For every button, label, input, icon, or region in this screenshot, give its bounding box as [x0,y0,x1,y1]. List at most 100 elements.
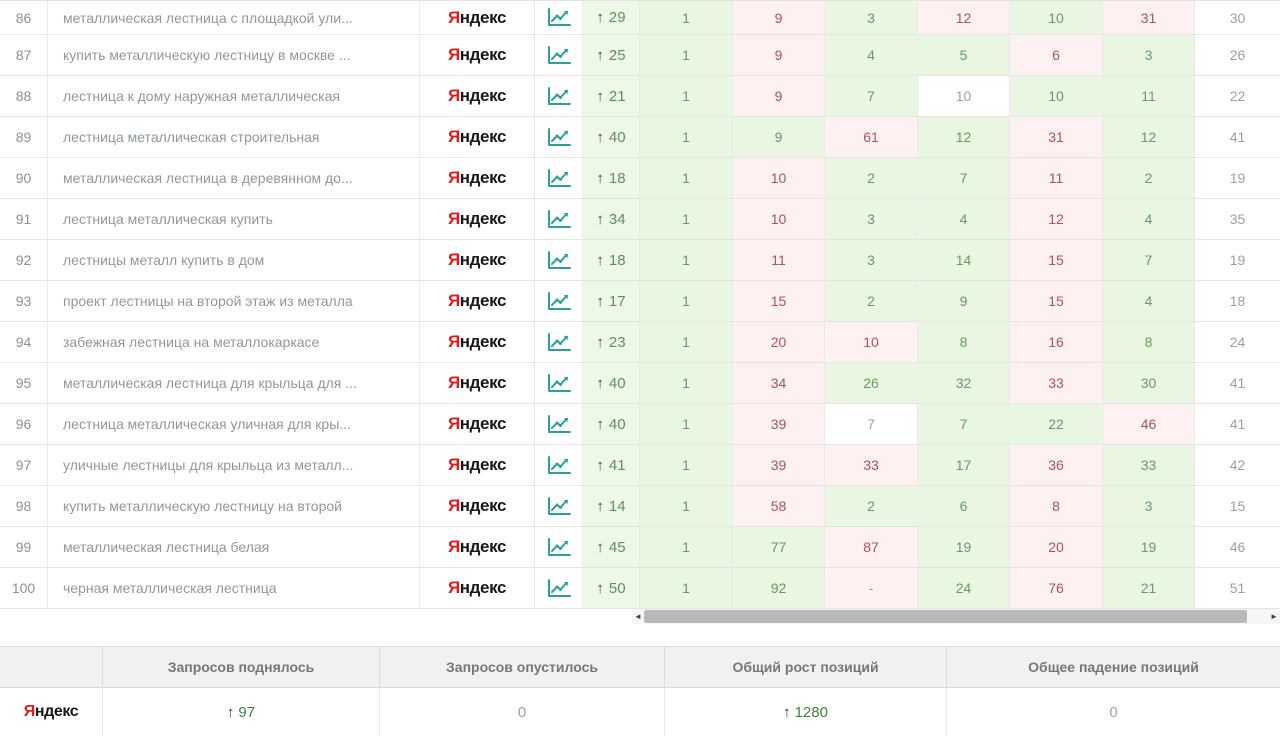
chart-line-icon[interactable] [546,209,572,230]
yandex-logo-rest: ндекс [34,703,79,720]
table-row: 94 забежная лестница на металлокаркасе Янд… [0,322,1280,363]
horizontal-scrollbar[interactable]: ◄ ► [632,609,1280,624]
chart-line-icon[interactable] [546,7,572,28]
position-cell: 2 [825,281,918,321]
position-cell: 1 [640,199,733,239]
position-cell: 19 [1103,527,1195,567]
change-value: 40 [608,374,626,392]
keyword-cell[interactable]: уличные лестницы для крыльца из металл..… [48,445,420,485]
keyword-cell[interactable]: металлическая лестница для крыльца для .… [48,363,420,403]
position-cell: 9 [733,35,825,75]
chart-cell [535,486,583,526]
summary-header-dropped: Запросов опустилось [380,647,665,687]
yandex-logo: Яндекс [448,209,506,229]
position-cell: 1 [640,1,733,34]
position-change-cell: ↑ 40 [583,404,640,444]
chart-line-icon[interactable] [546,332,572,353]
position-change-cell: ↑ 14 [583,486,640,526]
position-cell: - [825,568,918,608]
chart-line-icon[interactable] [546,414,572,435]
position-cell: 10 [733,199,825,239]
yandex-logo-rest: ндекс [459,45,507,64]
change-value: 50 [608,579,626,597]
keyword-cell[interactable]: купить металлическую лестницу на второй [48,486,420,526]
table-row: 86 металлическая лестница с площадкой ули… [0,1,1280,35]
position-cell: 9 [733,1,825,34]
yandex-logo: Яндекс [448,250,506,270]
keyword-cell[interactable]: металлическая лестница с площадкой ули..… [48,1,420,34]
yandex-logo-first-letter: Я [447,127,460,146]
yandex-logo-rest: ндекс [459,578,507,597]
yandex-logo-rest: ндекс [459,414,507,433]
yandex-logo-first-letter: Я [447,86,460,105]
position-cell-last: 42 [1195,445,1280,485]
up-arrow-icon: ↑ [596,251,604,269]
position-cell: 5 [918,35,1010,75]
chart-line-icon[interactable] [546,250,572,271]
keyword-cell[interactable]: лестница металлическая уличная для кры..… [48,404,420,444]
chart-line-icon[interactable] [546,455,572,476]
position-cell: 26 [825,363,918,403]
change-value: 40 [608,128,626,146]
keyword-cell[interactable]: лестница металлическая строительная [48,117,420,157]
position-cell-last: 41 [1195,404,1280,444]
chart-cell [535,404,583,444]
position-change-cell: ↑ 50 [583,568,640,608]
up-arrow-icon: ↑ [596,456,604,474]
position-cell: 7 [1103,240,1195,280]
chart-line-icon[interactable] [546,168,572,189]
position-cell: 3 [825,199,918,239]
engine-cell: Яндекс [420,35,535,75]
table-row: 91 лестница металлическая купить Яндекс ↑ 34… [0,199,1280,240]
position-change-cell: ↑ 18 [583,158,640,198]
position-cell: 22 [1010,404,1103,444]
keyword-cell[interactable]: металлическая лестница белая [48,527,420,567]
keyword-cell[interactable]: металлическая лестница в деревянном до..… [48,158,420,198]
chart-line-icon[interactable] [546,373,572,394]
chart-line-icon[interactable] [546,537,572,558]
chart-line-icon[interactable] [546,86,572,107]
position-cell: 7 [825,404,918,444]
position-cell: 3 [1103,486,1195,526]
keyword-cell[interactable]: черная металлическая лестница [48,568,420,608]
yandex-logo-first-letter: Я [447,455,460,474]
yandex-logo-first-letter: Я [447,291,460,310]
position-change-cell: ↑ 45 [583,527,640,567]
chart-line-icon[interactable] [546,127,572,148]
keyword-cell[interactable]: проект лестницы на второй этаж из металл… [48,281,420,321]
scroll-right-icon[interactable]: ► [1270,612,1278,621]
row-number: 87 [0,35,48,75]
position-cell: 36 [1010,445,1103,485]
keyword-cell[interactable]: лестницы металл купить в дом [48,240,420,280]
position-cell: 2 [1103,158,1195,198]
chart-cell [535,117,583,157]
row-number: 97 [0,445,48,485]
yandex-logo: Яндекс [448,168,506,188]
position-cell: 87 [825,527,918,567]
position-cell-last: 35 [1195,199,1280,239]
position-change-cell: ↑ 40 [583,117,640,157]
row-number: 91 [0,199,48,239]
scroll-left-icon[interactable]: ◄ [634,612,642,621]
keyword-cell[interactable]: лестница к дому наружная металлическая [48,76,420,116]
chart-line-icon[interactable] [546,578,572,599]
position-change-cell: ↑ 17 [583,281,640,321]
summary-header-raised: Запросов поднялось [103,647,380,687]
position-cell-last: 51 [1195,568,1280,608]
summary-raised-value: ↑ 97 [103,688,380,736]
position-change-cell: ↑ 40 [583,363,640,403]
row-number: 95 [0,363,48,403]
position-cell: 17 [918,445,1010,485]
chart-line-icon[interactable] [546,291,572,312]
change-value: 14 [608,497,626,515]
chart-line-icon[interactable] [546,496,572,517]
chart-line-icon[interactable] [546,45,572,66]
position-cell: 1 [640,76,733,116]
keyword-cell[interactable]: забежная лестница на металлокаркасе [48,322,420,362]
position-cell: 7 [825,76,918,116]
change-value: 21 [608,87,626,105]
keyword-cell[interactable]: лестница металлическая купить [48,199,420,239]
scrollbar-thumb[interactable] [644,610,1247,623]
keyword-cell[interactable]: купить металлическую лестницу в москве .… [48,35,420,75]
position-change-cell: ↑ 41 [583,445,640,485]
